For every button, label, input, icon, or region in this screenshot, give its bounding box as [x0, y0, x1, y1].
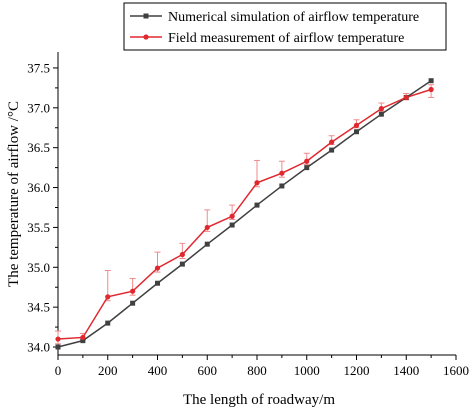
measurement-point	[154, 265, 161, 271]
x-tick-label: 0	[55, 363, 62, 378]
x-tick-label: 1200	[344, 363, 370, 378]
measurement-point	[55, 336, 61, 342]
measurement-point	[403, 94, 409, 101]
simulation-point	[279, 183, 285, 189]
y-axis-label: The temperature of airflow /°C	[6, 101, 22, 287]
simulation-point	[130, 300, 136, 306]
simulation-point	[55, 344, 61, 350]
measurement-point	[304, 158, 310, 164]
x-tick-label: 1400	[393, 363, 419, 378]
legend-box	[123, 2, 447, 51]
simulation-point	[155, 280, 160, 286]
measurement-point	[353, 122, 360, 128]
simulation-point	[80, 338, 86, 344]
x-tick-label: 1000	[294, 363, 320, 378]
measurement-series-line	[57, 88, 432, 340]
simulation-point	[304, 165, 310, 171]
simulation-point	[254, 202, 260, 208]
y-tick-label: 34.0	[27, 340, 50, 355]
measurement-point	[80, 334, 86, 341]
simulation-series-line	[57, 80, 432, 348]
y-tick-label: 36.5	[27, 140, 50, 155]
x-tick-label: 400	[148, 363, 168, 378]
x-tick-label: 200	[98, 363, 118, 378]
simulation-point	[179, 261, 185, 267]
measurement-point	[229, 213, 235, 219]
measurement-point	[179, 251, 185, 258]
measurement-point	[130, 288, 136, 294]
legend-label-measurement: Field measurement of airflow temperature	[168, 31, 404, 46]
legend: Numerical simulation of airflow temperat…	[123, 2, 447, 51]
x-axis-label: The length of roadway/m	[183, 392, 335, 408]
simulation-point	[354, 129, 359, 135]
measurement-point	[428, 86, 434, 93]
series-lines	[57, 80, 432, 348]
simulation-point	[378, 111, 384, 117]
simulation-point	[105, 320, 111, 326]
y-tick-label: 37.0	[27, 100, 50, 115]
simulation-point	[204, 241, 210, 247]
measurement-point	[204, 224, 210, 231]
legend-marker-measurement	[143, 34, 149, 40]
y-tick-label: 35.0	[27, 260, 50, 275]
y-tick-label: 35.5	[27, 220, 50, 235]
simulation-point	[329, 147, 335, 153]
measurement-point	[279, 170, 285, 176]
simulation-point	[428, 78, 434, 84]
series-markers	[55, 78, 434, 350]
measurement-point	[329, 139, 335, 145]
y-tick-label: 37.5	[27, 60, 50, 75]
measurement-point	[254, 180, 260, 186]
x-tick-label: 600	[198, 363, 218, 378]
measurement-point	[105, 294, 111, 300]
x-tick-label: 800	[247, 363, 267, 378]
legend-marker-simulation	[143, 13, 149, 19]
y-tick-label: 34.5	[27, 300, 50, 315]
axis-ticks: 0 200 400 600 800 1000 1200 1400 1600 34.0 34.5 35.…	[27, 60, 469, 378]
y-tick-label: 36.0	[27, 180, 50, 195]
x-tick-label: 1600	[443, 363, 469, 378]
measurement-point	[378, 106, 384, 112]
simulation-point	[229, 222, 235, 228]
legend-label-simulation: Numerical simulation of airflow temperat…	[168, 10, 419, 25]
